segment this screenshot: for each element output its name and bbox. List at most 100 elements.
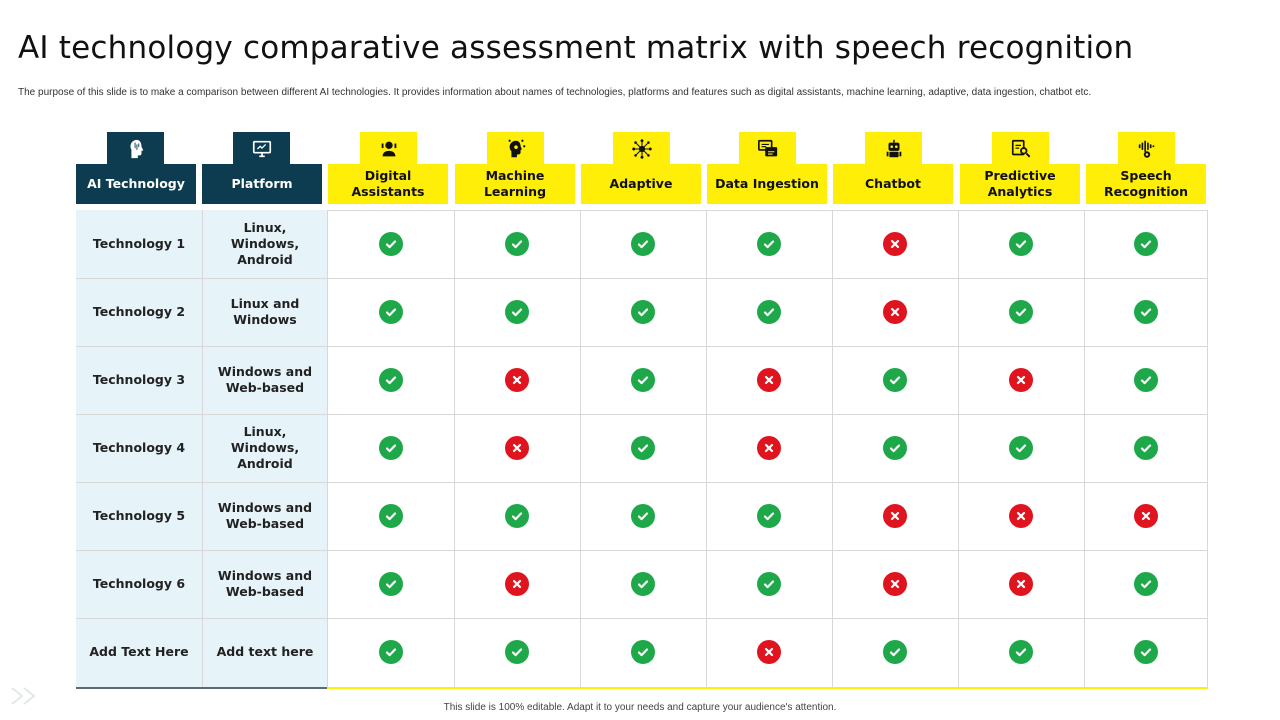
check-icon bbox=[505, 300, 529, 324]
header-feature-label: Data Ingestion bbox=[707, 164, 827, 204]
check-icon bbox=[505, 504, 529, 528]
check-icon bbox=[379, 504, 403, 528]
data-ingestion-icon bbox=[739, 132, 796, 166]
check-icon bbox=[757, 572, 781, 596]
cross-icon bbox=[1134, 504, 1158, 528]
grid-column-divider bbox=[1084, 210, 1085, 687]
cross-icon bbox=[883, 572, 907, 596]
matrix-cell bbox=[580, 210, 706, 278]
robot-icon bbox=[865, 132, 922, 166]
matrix-cell bbox=[580, 414, 706, 482]
matrix-cell bbox=[328, 210, 454, 278]
check-icon bbox=[379, 368, 403, 392]
matrix-cell bbox=[832, 210, 958, 278]
check-icon bbox=[1134, 436, 1158, 460]
check-icon bbox=[631, 368, 655, 392]
technology-name: Technology 6 bbox=[92, 576, 186, 591]
header-feature-label: Speech Recognition bbox=[1086, 164, 1206, 204]
check-icon bbox=[379, 300, 403, 324]
header-platform-label: Platform bbox=[202, 164, 322, 204]
check-icon bbox=[1134, 232, 1158, 256]
cross-icon bbox=[883, 504, 907, 528]
grid-top-border bbox=[327, 210, 1208, 211]
check-icon bbox=[1009, 300, 1033, 324]
check-icon bbox=[379, 232, 403, 256]
matrix-cell bbox=[454, 346, 580, 414]
grid-right-border bbox=[1207, 210, 1208, 687]
check-icon bbox=[883, 640, 907, 664]
grid-column-divider bbox=[202, 210, 203, 687]
matrix-cell bbox=[832, 550, 958, 618]
grid-column-divider bbox=[706, 210, 707, 687]
technology-name: Technology 3 bbox=[92, 372, 186, 387]
grid-column-divider bbox=[832, 210, 833, 687]
matrix-cell bbox=[328, 550, 454, 618]
table-row: Technology 4 Linux, Windows, Android bbox=[76, 414, 1208, 483]
matrix-cell bbox=[832, 346, 958, 414]
check-icon bbox=[631, 640, 655, 664]
matrix-cell bbox=[958, 278, 1084, 346]
matrix-cell bbox=[328, 278, 454, 346]
cross-icon bbox=[757, 436, 781, 460]
matrix-cell bbox=[958, 550, 1084, 618]
matrix-cell bbox=[454, 550, 580, 618]
cross-icon bbox=[1009, 572, 1033, 596]
matrix-cell bbox=[832, 482, 958, 550]
platform-name: Windows and Web-based bbox=[217, 568, 313, 599]
platform-name: Linux, Windows, Android bbox=[230, 424, 300, 471]
check-icon bbox=[631, 436, 655, 460]
technology-name: Technology 1 bbox=[92, 236, 186, 251]
matrix-cell bbox=[454, 414, 580, 482]
matrix-cell bbox=[958, 618, 1084, 686]
table-row: Add Text Here Add text here bbox=[76, 618, 1208, 686]
grid-column-divider bbox=[958, 210, 959, 687]
matrix-cell bbox=[1084, 346, 1208, 414]
matrix-cell bbox=[454, 482, 580, 550]
label-column-background bbox=[76, 210, 327, 687]
cross-icon bbox=[1009, 368, 1033, 392]
matrix-cell bbox=[328, 482, 454, 550]
assistant-icon bbox=[360, 132, 417, 166]
table-row: Technology 3 Windows and Web-based bbox=[76, 346, 1208, 415]
matrix-cell bbox=[580, 550, 706, 618]
matrix-cell bbox=[580, 346, 706, 414]
platform-name: Linux and Windows bbox=[230, 296, 300, 327]
matrix-cell bbox=[454, 210, 580, 278]
platform-name: Windows and Web-based bbox=[217, 500, 313, 531]
matrix-cell bbox=[958, 414, 1084, 482]
header-feature-label: Predictive Analytics bbox=[960, 164, 1080, 204]
check-icon bbox=[505, 232, 529, 256]
matrix-cell bbox=[580, 278, 706, 346]
matrix-cell bbox=[1084, 618, 1208, 686]
matrix-cell bbox=[706, 210, 832, 278]
check-icon bbox=[631, 300, 655, 324]
matrix-cell bbox=[706, 550, 832, 618]
grid-column-divider bbox=[454, 210, 455, 687]
cross-icon bbox=[757, 640, 781, 664]
cross-icon bbox=[883, 300, 907, 324]
header-feature-label: Digital Assistants bbox=[328, 164, 448, 204]
technology-name: Add Text Here bbox=[89, 644, 189, 659]
footer-note: This slide is 100% editable. Adapt it to… bbox=[443, 702, 837, 713]
matrix-cell bbox=[706, 278, 832, 346]
platform-name: Add text here bbox=[216, 644, 314, 659]
matrix-cell bbox=[706, 482, 832, 550]
monitor-icon bbox=[233, 132, 290, 166]
cross-icon bbox=[505, 436, 529, 460]
matrix-cell bbox=[706, 618, 832, 686]
check-icon bbox=[1134, 640, 1158, 664]
matrix-cell bbox=[958, 346, 1084, 414]
check-icon bbox=[379, 436, 403, 460]
check-icon bbox=[883, 436, 907, 460]
check-icon bbox=[1134, 300, 1158, 324]
analytics-icon bbox=[992, 132, 1049, 166]
check-icon bbox=[379, 640, 403, 664]
check-icon bbox=[1134, 368, 1158, 392]
check-icon bbox=[757, 504, 781, 528]
page-title: AI technology comparative assessment mat… bbox=[18, 30, 1134, 66]
matrix-cell bbox=[832, 414, 958, 482]
table-row: Technology 1 Linux, Windows, Android bbox=[76, 210, 1208, 279]
grid-column-divider bbox=[327, 210, 328, 687]
check-icon bbox=[1009, 232, 1033, 256]
grid-column-divider bbox=[580, 210, 581, 687]
